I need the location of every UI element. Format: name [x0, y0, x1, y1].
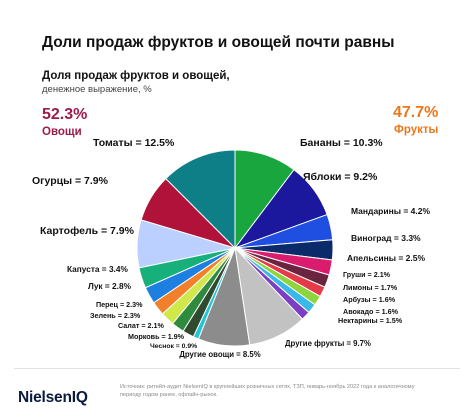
slice-label: Перец = 2.3%	[96, 300, 143, 309]
slice-label: Виноград = 3.3%	[351, 233, 421, 243]
slice-label: Бананы = 10.3%	[300, 137, 383, 149]
chart-title: Доли продаж фруктов и овощей почти равны	[42, 34, 395, 51]
slice-label: Лук = 2.8%	[88, 281, 132, 291]
pie-slice	[165, 149, 236, 250]
footer-divider	[14, 368, 460, 369]
vegetables-share: 52.3%	[42, 106, 88, 123]
slice-label: Яблоки = 9.2%	[303, 171, 378, 183]
slice-label: Томаты = 12.5%	[93, 137, 175, 149]
slice-label: Капуста = 3.4%	[67, 264, 128, 274]
slice-label: Чеснок = 0.9%	[150, 343, 197, 350]
slice-label: Лимоны = 1.7%	[343, 283, 398, 292]
slice-label: Авокадо = 1.6%	[343, 307, 399, 316]
source-note: Источник: ритейл-аудит NielsenIQ в крупн…	[120, 384, 415, 398]
slice-label: Картофель = 7.9%	[40, 225, 135, 237]
slice-label: Морковь = 1.9%	[128, 332, 185, 341]
slice-label: Мандарины = 4.2%	[351, 206, 430, 216]
slice-label: Апельсины = 2.5%	[347, 253, 425, 263]
vegetables-label: Овощи	[42, 126, 82, 138]
slice-label: Другие овощи = 8.5%	[179, 350, 260, 359]
chart-subtitle-units: денежное выражение, %	[42, 84, 152, 95]
slice-label: Салат = 2.1%	[118, 321, 165, 330]
slice-label: Нектарины = 1.5%	[338, 316, 403, 325]
fruits-share: 47.7%	[393, 104, 439, 121]
fruits-label: Фрукты	[394, 124, 439, 136]
slice-label: Огурцы = 7.9%	[32, 175, 109, 187]
slice-label: Другие фрукты = 9.7%	[285, 339, 371, 348]
slice-label: Арбузы = 1.6%	[343, 295, 396, 304]
slice-label: Груши = 2.1%	[343, 270, 391, 279]
slice-label: Зелень = 2.3%	[90, 311, 141, 320]
nielseniq-logo: NielsenIQ	[18, 389, 88, 406]
chart-subtitle: Доля продаж фруктов и овощей,	[42, 70, 230, 82]
